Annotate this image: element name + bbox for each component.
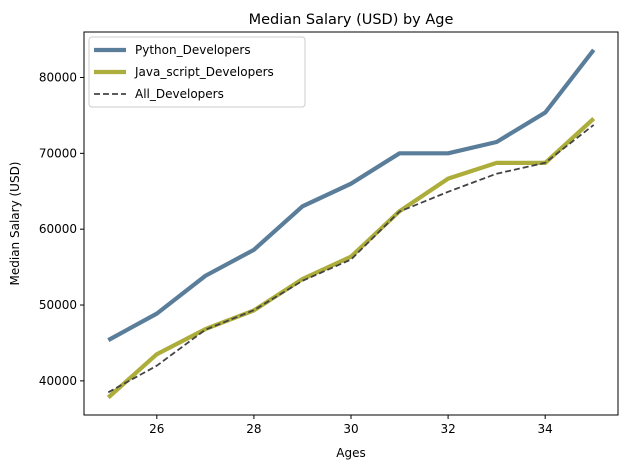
x-tick-label: 34 bbox=[538, 422, 553, 436]
y-tick-label: 80000 bbox=[39, 71, 77, 85]
x-tick-label: 26 bbox=[149, 422, 164, 436]
legend: Python_Developers Java_script_Developers A… bbox=[88, 36, 306, 108]
y-tick-label: 40000 bbox=[39, 374, 77, 388]
legend-label: Java_script_Developers bbox=[134, 65, 274, 79]
y-tick-label: 50000 bbox=[39, 298, 77, 312]
series-line-1 bbox=[106, 117, 596, 400]
y-tick-label: 70000 bbox=[39, 146, 77, 160]
legend-label: Python_Developers bbox=[135, 43, 251, 57]
chart-title: Median Salary (USD) by Age bbox=[249, 12, 454, 28]
y-axis-ticks: 40000 50000 60000 70000 80000 bbox=[39, 71, 84, 388]
x-axis-ticks: 26 28 30 32 34 bbox=[149, 415, 553, 436]
y-tick-label: 60000 bbox=[39, 222, 77, 236]
series-line-2 bbox=[107, 124, 595, 394]
x-axis-label: Ages bbox=[336, 446, 365, 460]
legend-label: All_Developers bbox=[135, 87, 224, 101]
series-layer bbox=[106, 48, 596, 400]
legend-box bbox=[88, 36, 306, 108]
series-line-0 bbox=[107, 48, 596, 342]
x-tick-label: 30 bbox=[343, 422, 358, 436]
y-axis-label: Median Salary (USD) bbox=[8, 162, 22, 286]
x-tick-label: 32 bbox=[440, 422, 455, 436]
x-tick-label: 28 bbox=[246, 422, 261, 436]
